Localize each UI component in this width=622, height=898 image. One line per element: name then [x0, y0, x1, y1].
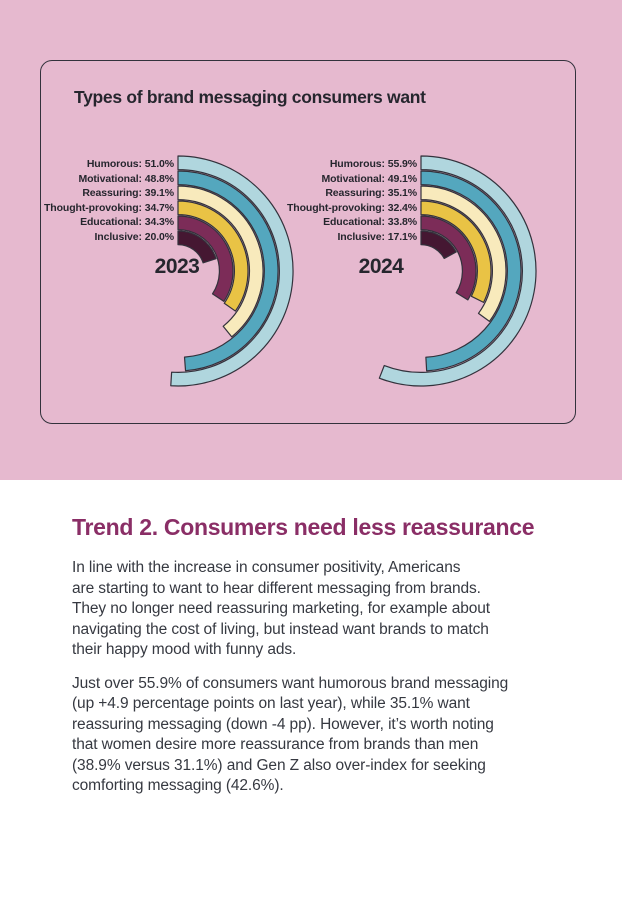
pink-section: Types of brand messaging consumers want … [0, 0, 622, 480]
body-paragraph-2: Just over 55.9% of consumers want humoro… [72, 674, 509, 795]
trend-heading: Trend 2. Consumers need less reassurance [72, 514, 535, 540]
ring-label-educational: Educational: 34.3% [80, 216, 174, 228]
ring-motivational [420, 170, 522, 372]
ring-humorous [170, 155, 294, 387]
ring-label-reassuring: Reassuring: 35.1% [325, 187, 417, 199]
ring-label-inclusive: Inclusive: 17.1% [337, 230, 417, 243]
body-paragraph-1: In line with the increase in consumer po… [72, 559, 491, 658]
radial-chart-2024 [378, 155, 537, 387]
ring-inclusive [177, 230, 217, 264]
ring-thought-provoking [177, 200, 249, 312]
year-label-2024: 2024 [358, 255, 404, 278]
chart-title: Types of brand messaging consumers want [74, 87, 426, 107]
ring-humorous [378, 155, 537, 387]
ring-label-reassuring: Reassuring: 39.1% [82, 187, 174, 199]
ring-label-humorous: Humorous: 55.9% [329, 158, 417, 170]
ring-label-educational: Educational: 33.8% [323, 216, 417, 228]
chart-card: Types of brand messaging consumers want … [40, 60, 576, 424]
ring-educational [177, 215, 234, 302]
ring-inclusive [420, 230, 457, 260]
ring-reassuring [420, 185, 507, 322]
ring-reassuring [177, 185, 264, 338]
ring-labels-2023: Humorous: 51.0% Motivational: 48.8% Reassu… [41, 157, 174, 244]
ring-motivational [177, 170, 279, 372]
ring-label-thought-provoking: Thought-provoking: 32.4% [286, 201, 417, 214]
ring-label-humorous: Humorous: 51.0% [86, 158, 174, 170]
ring-label-thought-provoking: Thought-provoking: 34.7% [43, 201, 174, 214]
year-label-2023: 2023 [154, 255, 200, 278]
ring-thought-provoking [420, 200, 492, 303]
ring-educational [420, 215, 477, 301]
ring-labels-2024: Humorous: 55.9% Motivational: 49.1% Reassu… [284, 157, 417, 244]
ring-label-motivational: Motivational: 49.1% [321, 172, 417, 185]
ring-label-motivational: Motivational: 48.8% [78, 172, 174, 185]
ring-label-inclusive: Inclusive: 20.0% [94, 230, 174, 243]
text-section: Trend 2. Consumers need less reassurance… [72, 480, 544, 797]
radial-chart-2023 [170, 155, 294, 387]
